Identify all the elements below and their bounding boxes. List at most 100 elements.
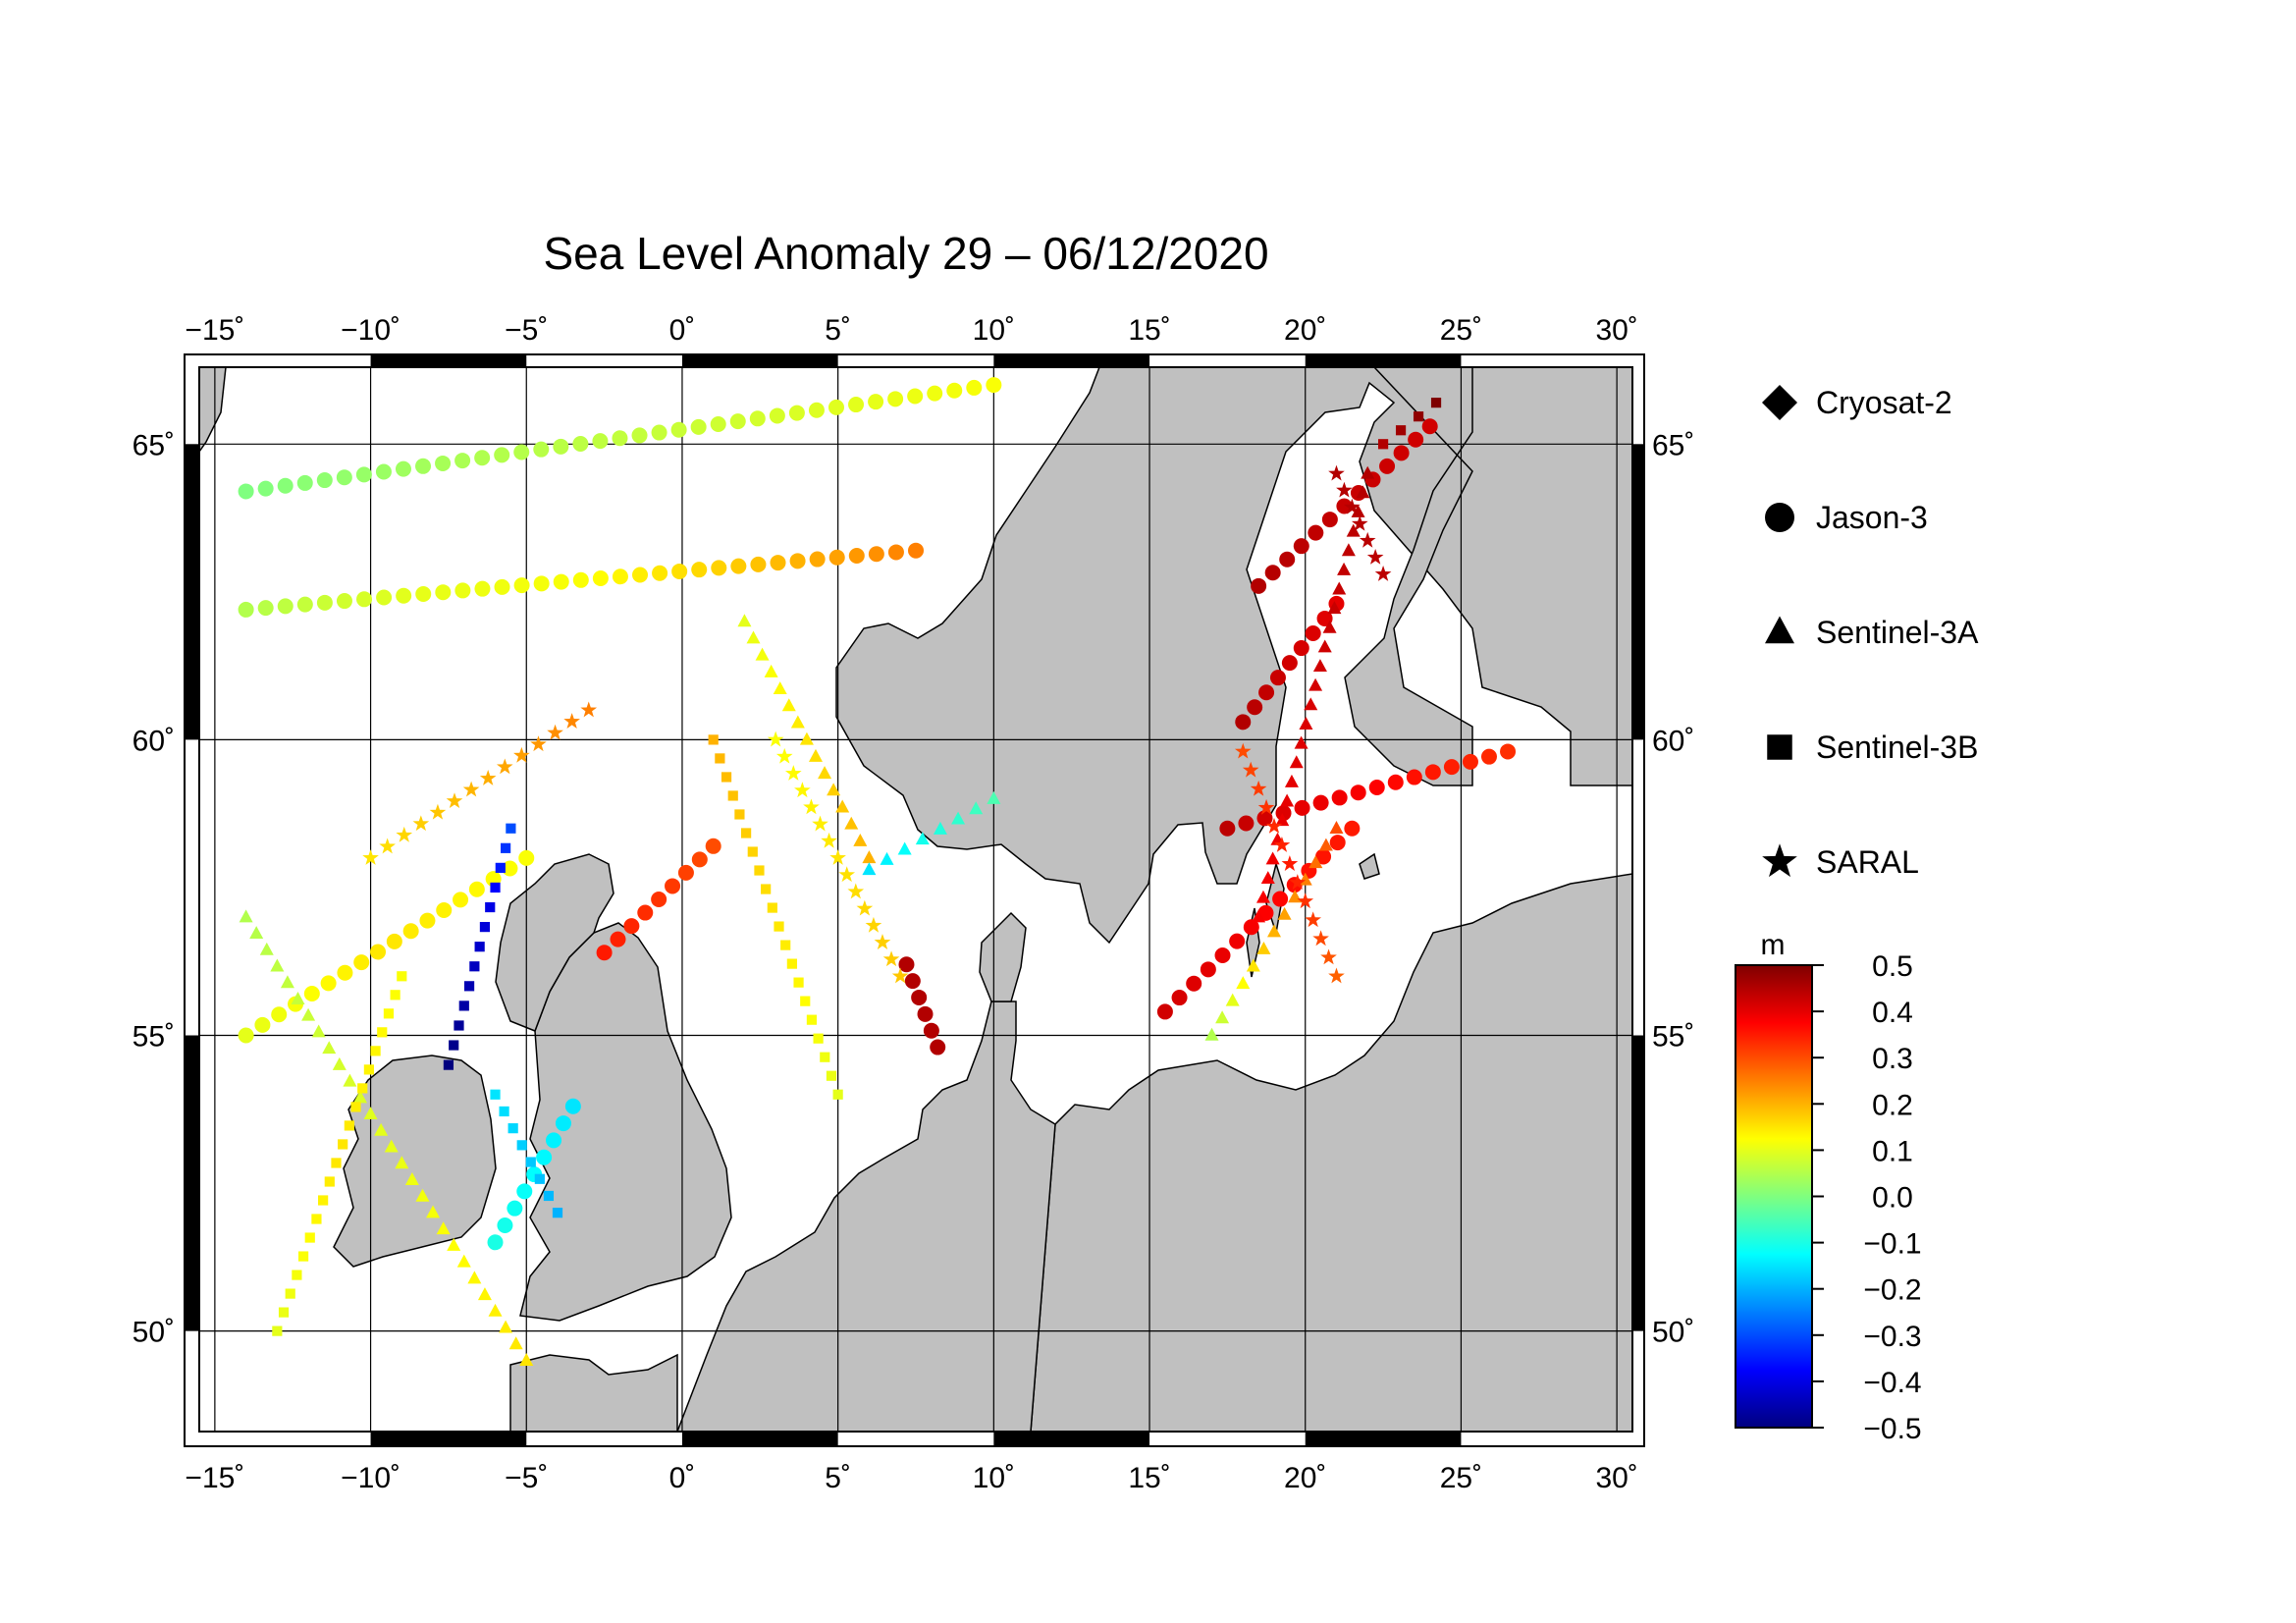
measurement-point xyxy=(865,916,882,933)
measurement-point xyxy=(277,477,294,494)
colorbar-tick-label: −0.4 xyxy=(1863,1367,1921,1399)
measurement-point xyxy=(479,770,497,785)
measurement-point xyxy=(533,441,550,458)
measurement-point xyxy=(908,542,924,559)
colorbar-tick-label: 0.2 xyxy=(1872,1089,1913,1121)
measurement-point xyxy=(610,931,626,947)
measurement-point xyxy=(946,382,963,399)
measurement-point xyxy=(862,862,877,876)
measurement-point xyxy=(238,483,254,500)
measurement-point xyxy=(238,1027,254,1044)
frame-bar-right xyxy=(1632,444,1644,740)
measurement-point xyxy=(336,593,352,610)
longitude-tick-label: −5˚ xyxy=(505,314,548,347)
measurement-point xyxy=(1312,794,1329,811)
measurement-point xyxy=(862,850,877,864)
measurement-point xyxy=(1293,538,1309,555)
measurement-point xyxy=(891,967,909,984)
measurement-point xyxy=(711,560,727,576)
measurement-point xyxy=(1366,548,1384,565)
measurement-point xyxy=(1344,498,1361,514)
measurement-point xyxy=(1359,531,1376,548)
measurement-point xyxy=(453,892,469,908)
measurement-point xyxy=(499,1106,509,1117)
measurement-point xyxy=(1214,947,1231,963)
measurement-point xyxy=(332,1056,347,1070)
measurement-point xyxy=(404,1172,419,1185)
measurement-point xyxy=(1462,753,1478,770)
measurement-point xyxy=(429,803,447,820)
measurement-point xyxy=(501,842,511,853)
measurement-point xyxy=(474,942,485,952)
measurement-point xyxy=(761,884,772,894)
longitude-tick-label: 0˚ xyxy=(669,314,696,347)
measurement-point xyxy=(547,724,563,740)
measurement-point xyxy=(516,1183,533,1200)
measurement-point xyxy=(344,1120,354,1131)
measurement-point xyxy=(1315,848,1332,865)
measurement-point xyxy=(580,701,598,718)
aland-island xyxy=(1359,852,1380,880)
measurement-point xyxy=(1346,523,1361,537)
measurement-point xyxy=(868,546,884,563)
measurement-point xyxy=(1272,891,1289,907)
measurement-point xyxy=(730,558,747,574)
measurement-point xyxy=(395,460,411,477)
measurement-point xyxy=(1350,784,1366,801)
measurement-point xyxy=(513,577,530,594)
measurement-point xyxy=(781,698,796,712)
measurement-point xyxy=(1361,465,1375,479)
measurement-point xyxy=(1267,924,1281,938)
measurement-point xyxy=(847,883,865,899)
measurement-point xyxy=(1257,798,1275,815)
measurement-point xyxy=(546,1132,562,1149)
measurement-point xyxy=(812,815,828,832)
measurement-point xyxy=(324,1176,335,1187)
measurement-point xyxy=(278,1307,290,1318)
measurement-point xyxy=(1246,958,1260,972)
scotland-highlands-land xyxy=(495,853,614,1032)
measurement-point xyxy=(827,783,841,796)
measurement-point xyxy=(1294,735,1308,749)
measurement-point xyxy=(705,838,721,854)
measurement-point xyxy=(435,584,452,601)
latitude-tick-label: 60˚ xyxy=(1652,725,1694,757)
measurement-point xyxy=(502,860,518,877)
measurement-point xyxy=(1328,967,1345,984)
longitude-tick-label: 25˚ xyxy=(1440,314,1482,347)
measurement-point xyxy=(355,466,372,483)
measurement-point xyxy=(794,782,811,798)
measurement-point xyxy=(412,815,430,832)
measurement-point xyxy=(882,950,900,967)
measurement-point xyxy=(454,582,471,599)
measurement-point xyxy=(1275,805,1292,822)
measurement-point xyxy=(513,746,530,763)
measurement-point xyxy=(363,1064,374,1075)
measurement-point xyxy=(829,849,846,865)
frame-bar-bottom xyxy=(1305,1432,1462,1446)
measurement-point xyxy=(419,912,436,929)
map-frame-bars xyxy=(185,354,1644,1446)
longitude-tick-label: −15˚ xyxy=(185,1462,244,1494)
frame-bar-top xyxy=(681,354,838,367)
measurement-point xyxy=(907,388,924,405)
measurement-point xyxy=(474,450,491,466)
measurement-point xyxy=(356,591,373,608)
measurement-point xyxy=(396,587,412,604)
measurement-point xyxy=(651,424,667,441)
measurement-point xyxy=(507,1200,523,1217)
measurement-point xyxy=(1256,941,1271,954)
measurement-point xyxy=(519,1353,534,1366)
colorbar-tick-label: 0.1 xyxy=(1872,1135,1913,1167)
measurement-point xyxy=(915,832,930,845)
measurement-point xyxy=(1379,458,1396,474)
measurement-point xyxy=(239,909,253,923)
measurement-point xyxy=(623,918,640,935)
measurement-point xyxy=(1481,748,1497,765)
measurement-point xyxy=(507,1123,518,1134)
measurement-point xyxy=(1256,810,1273,827)
great-britain-land xyxy=(519,922,732,1322)
measurement-point xyxy=(1260,871,1275,885)
measurement-point xyxy=(821,832,837,848)
measurement-point xyxy=(443,1059,454,1070)
